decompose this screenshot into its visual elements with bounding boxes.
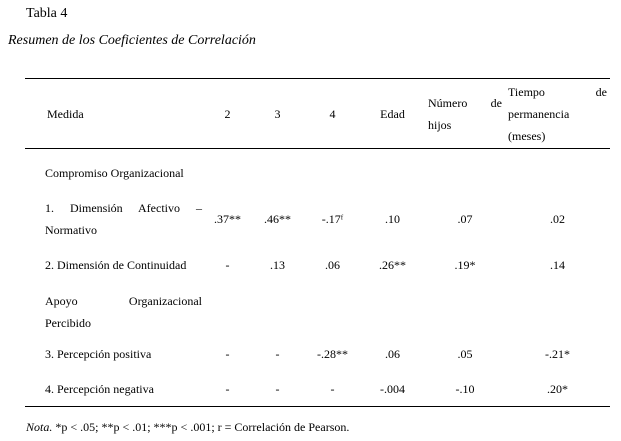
note: Nota. *p < .05; **p < .01; ***p < .001; … bbox=[26, 420, 349, 435]
row-label: 3. Percepción positiva bbox=[45, 346, 152, 361]
table-label: Tabla 4 bbox=[26, 6, 68, 21]
note-text: *p < .05; **p < .01; ***p < .001; r = Co… bbox=[55, 420, 350, 434]
cell: -.17ᶠ bbox=[321, 211, 344, 226]
cell: .37** bbox=[214, 211, 241, 226]
header-cell: 4 bbox=[329, 106, 336, 121]
header-row: Medida 2 3 4 Edad Número de hijos Tiempo de pe… bbox=[25, 78, 610, 149]
header-cell: 2 bbox=[224, 106, 231, 121]
row: 1. Dimensión Afectivo – Normativo .37** .4… bbox=[25, 197, 610, 241]
table-title: Resumen de los Coeficientes de Correlaci… bbox=[8, 33, 256, 48]
cell: .19* bbox=[454, 257, 476, 272]
row: 4. Percepción negativa - - - -.004 -.10 .20* bbox=[25, 373, 610, 407]
cell: - bbox=[225, 257, 230, 272]
cell: - bbox=[225, 382, 230, 397]
cell: -.10 bbox=[455, 382, 475, 397]
cell: .26** bbox=[379, 257, 406, 272]
cell: .05 bbox=[457, 346, 473, 361]
cell: .14 bbox=[550, 257, 565, 272]
row: Compromiso Organizacional bbox=[25, 149, 610, 197]
row-label: 4. Percepción negativa bbox=[45, 382, 154, 397]
cell: .13 bbox=[270, 257, 285, 272]
cell: -.21* bbox=[545, 346, 570, 361]
row-label: 1. Dimensión Afectivo – Normativo bbox=[45, 200, 202, 237]
header-cell: 3 bbox=[274, 106, 281, 121]
cell: .46** bbox=[264, 211, 291, 226]
header-cell: Tiempo de permanencia (meses) bbox=[508, 84, 607, 143]
row: 3. Percepción positiva - - -.28** .06 .05 -.21… bbox=[25, 335, 610, 373]
cell: -.28** bbox=[317, 346, 348, 361]
empty-cell bbox=[205, 289, 610, 335]
cell: .02 bbox=[550, 211, 565, 226]
cell: .06 bbox=[385, 346, 400, 361]
row: 2. Dimensión de Continuidad - .13 .06 .26**.… bbox=[25, 241, 610, 289]
header-cell: Número de hijos bbox=[428, 95, 502, 132]
cell: .06 bbox=[325, 257, 340, 272]
row-label: 2. Dimensión de Continuidad bbox=[45, 257, 187, 272]
cell: .10 bbox=[385, 211, 400, 226]
empty-cell bbox=[205, 149, 610, 197]
cell: -.004 bbox=[380, 382, 405, 397]
cell: - bbox=[275, 346, 280, 361]
header-cell: Edad bbox=[380, 106, 405, 121]
cell: - bbox=[275, 382, 280, 397]
row: Apoyo Organizacional Percibido bbox=[25, 289, 610, 335]
cell: - bbox=[330, 382, 335, 397]
header-cell: Medida bbox=[47, 106, 84, 121]
row-label: Compromiso Organizacional bbox=[45, 165, 184, 180]
note-label: Nota. bbox=[26, 420, 53, 434]
cell: .07 bbox=[457, 211, 473, 226]
cell: .20* bbox=[547, 382, 568, 397]
table: Medida 2 3 4 Edad Número de hijos Tiempo de pe… bbox=[25, 78, 610, 407]
cell: - bbox=[225, 346, 230, 361]
row-label: Apoyo Organizacional Percibido bbox=[45, 293, 202, 330]
